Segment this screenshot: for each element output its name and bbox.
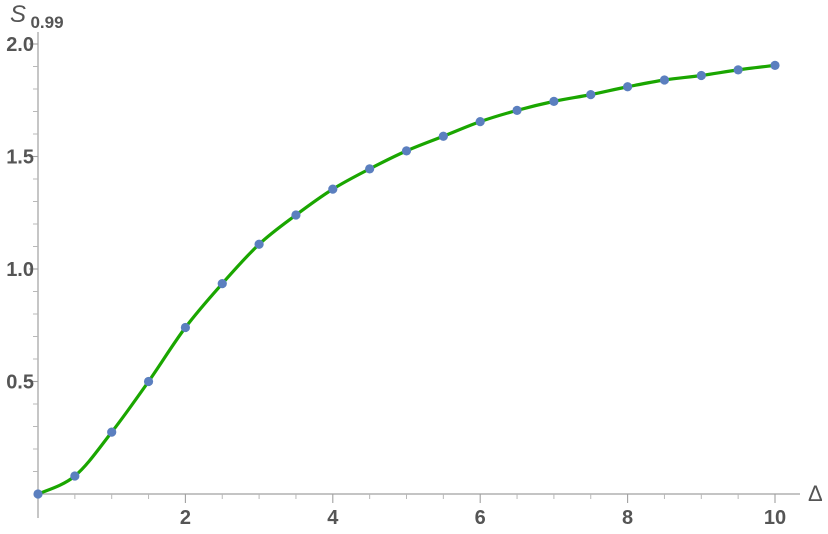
data-point: [401, 146, 412, 156]
data-point: [586, 90, 596, 100]
y-tick-label: 1.5: [6, 147, 34, 169]
data-point: [770, 60, 780, 70]
data-point: [365, 164, 375, 174]
data-point: [217, 279, 227, 289]
x-tick-label: 4: [327, 507, 339, 529]
y-axis-title-subscript: 0.99: [30, 13, 63, 32]
x-tick-label: 10: [764, 507, 786, 529]
data-point: [328, 184, 338, 194]
data-point: [549, 96, 559, 106]
data-point: [33, 489, 43, 499]
series-curve: [36, 63, 777, 496]
data-point: [623, 82, 633, 92]
y-axis-title-base: S: [10, 1, 26, 28]
y-axis-title: S 0.99: [10, 1, 64, 32]
y-tick-label: 0.5: [6, 372, 34, 394]
data-point: [733, 65, 743, 75]
data-point: [291, 210, 301, 220]
data-point: [438, 131, 448, 141]
data-point: [475, 117, 485, 127]
x-tick-label: 2: [180, 507, 191, 529]
axes-layer: [37, 32, 800, 518]
data-points: [33, 60, 780, 499]
x-axis-title: Δ: [808, 481, 823, 506]
data-point: [254, 239, 264, 249]
data-point: [696, 70, 706, 81]
y-tick-label: 1.0: [6, 259, 34, 281]
data-point: [143, 376, 154, 387]
x-tick-label: 6: [475, 507, 486, 529]
data-point: [70, 471, 80, 481]
data-point: [107, 427, 117, 437]
data-point: [180, 322, 190, 333]
data-point: [512, 105, 522, 115]
y-ticks: 0.5 1.0 1.5 2.0: [6, 34, 38, 472]
x-tick-label: 8: [622, 507, 633, 529]
x-ticks: 2 4 6 8 10: [74, 494, 786, 529]
series-curve-layer: [36, 63, 777, 496]
y-tick-label: 2.0: [6, 34, 34, 56]
data-point: [659, 75, 670, 85]
